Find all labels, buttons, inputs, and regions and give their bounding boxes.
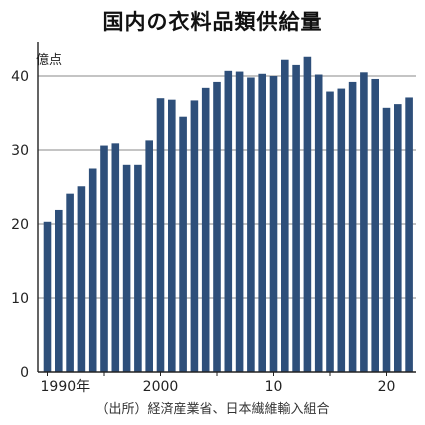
bar-1993: [77, 186, 86, 372]
y-tick-label-30: 30: [11, 143, 29, 159]
bar-1991: [55, 209, 63, 372]
bar-2017: [348, 81, 357, 373]
bar-2000: [156, 98, 165, 372]
bar-2020: [382, 107, 391, 372]
bar-1994: [88, 168, 97, 372]
bar-2013: [303, 56, 312, 372]
bar-2010: [269, 76, 278, 372]
bar-1992: [66, 193, 74, 372]
bar-2015: [326, 91, 334, 372]
bar-2002: [179, 116, 187, 372]
bar-1997: [122, 164, 131, 372]
x-tick-label-2010: 10: [265, 379, 283, 395]
source-note: （出所）経済産業省、日本繊維輸入組合: [95, 402, 330, 417]
y-tick-label-10: 10: [11, 291, 29, 307]
bar-2019: [371, 78, 379, 373]
y-axis-unit-label: 億点: [36, 52, 62, 68]
bar-2005: [213, 81, 221, 373]
bar-2007: [235, 71, 244, 372]
y-tick-label-40: 40: [11, 69, 29, 85]
chart-title: 国内の衣料品類供給量: [102, 10, 323, 34]
x-tick-label-2000: 2000: [143, 379, 179, 395]
tick-labels: 0 10 20 30 40 1990年 2000 10 20: [11, 69, 395, 395]
y-tick-label-0: 0: [20, 365, 29, 381]
bar-2014: [314, 74, 323, 373]
axes: [37, 42, 416, 376]
bar-2008: [247, 77, 255, 372]
bar-1995: [100, 145, 108, 372]
x-tick-label-2020: 20: [378, 379, 396, 395]
bar-1999: [145, 140, 153, 372]
bar-2011: [281, 59, 289, 372]
bar-2012: [292, 64, 300, 373]
bar-2001: [168, 99, 176, 373]
bar-series: [43, 56, 413, 373]
bar-1996: [111, 143, 120, 372]
bar-1990: [43, 221, 52, 372]
bar-2009: [258, 73, 266, 372]
bar-2006: [224, 70, 233, 372]
bar-2022: [405, 97, 413, 373]
bar-2021: [394, 104, 402, 373]
bar-1998: [134, 164, 142, 372]
y-tick-label-20: 20: [11, 217, 29, 233]
bar-2004: [201, 87, 210, 372]
bar-2003: [190, 100, 199, 373]
bar-2016: [337, 88, 346, 372]
bar-2018: [360, 72, 368, 373]
x-tick-label-1990: 1990年: [41, 379, 91, 395]
